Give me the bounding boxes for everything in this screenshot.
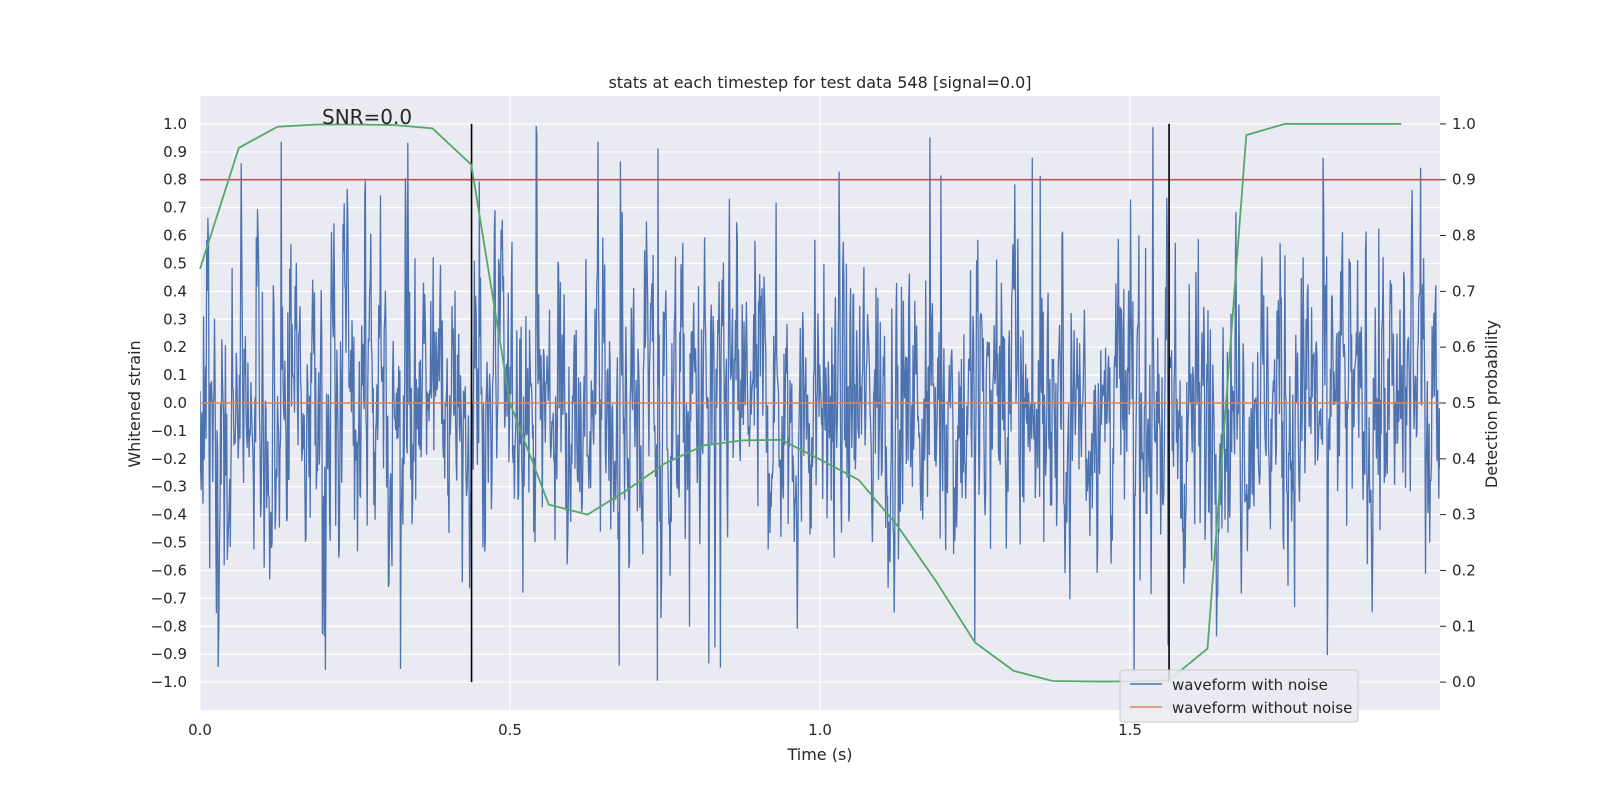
y-left-tick-label: 0.8	[163, 171, 187, 189]
legend-label-waveform-without-noise: waveform without noise	[1172, 699, 1352, 717]
x-axis-label: Time (s)	[786, 745, 852, 764]
y-left-tick-label: −0.2	[151, 450, 187, 468]
series-waveform-with-noise	[200, 125, 1440, 681]
y-left-tick-label: 0.5	[163, 254, 187, 272]
x-tick-label: 0.0	[188, 721, 212, 739]
y-right-tick-label: 0.1	[1452, 617, 1476, 635]
y-left-tick-label: −0.1	[151, 422, 187, 440]
y-left-tick-label: −0.9	[151, 645, 187, 663]
x-tick-label: 1.5	[1118, 721, 1142, 739]
y-right-tick-label: 0.5	[1452, 394, 1476, 412]
y-left-tick-label: −0.5	[151, 534, 187, 552]
y-left-tick-label: −0.8	[151, 617, 187, 635]
y-right-tick-label: 0.4	[1452, 450, 1476, 468]
y-left-tick-label: −0.6	[151, 561, 187, 579]
series-detection-probability	[199, 123, 1402, 683]
y-left-tick-label: 1.0	[163, 115, 187, 133]
y-right-tick-label: 0.6	[1452, 338, 1476, 356]
y-left-tick-label: 0.7	[163, 199, 187, 217]
legend: waveform with noise waveform without noi…	[1119, 669, 1359, 723]
y-left-tick-label: 0.4	[163, 282, 187, 300]
snr-annotation: SNR=0.0	[322, 105, 412, 129]
series-layer	[200, 125, 1440, 681]
legend-frame	[1119, 669, 1359, 723]
y-right-tick-label: 0.2	[1452, 561, 1476, 579]
y-right-tick-label: 0.7	[1452, 282, 1476, 300]
tick-layer: 0.0 0.5 1.0 1.5 1.0 0.9 0.8 0.7 0.6 0.5 0.4 0.3 0.2 0…	[151, 115, 1476, 739]
legend-label-waveform-with-noise: waveform with noise	[1172, 676, 1328, 694]
y-axis-right-label: Detection probability	[1482, 320, 1501, 488]
y-right-tick-label: 1.0	[1452, 115, 1476, 133]
y-right-tick-label: 0.3	[1452, 506, 1476, 524]
y-right-tick-label: 0.8	[1452, 227, 1476, 245]
y-left-tick-label: 0.9	[163, 143, 187, 161]
y-right-tick-label: 0.0	[1452, 673, 1476, 691]
y-left-tick-label: −0.4	[151, 506, 187, 524]
x-tick-label: 0.5	[498, 721, 522, 739]
y-left-tick-label: −1.0	[151, 673, 187, 691]
y-left-tick-label: 0.6	[163, 227, 187, 245]
y-right-tick-label: 0.9	[1452, 171, 1476, 189]
y-left-tick-label: 0.1	[163, 366, 187, 384]
chart-title: stats at each timestep for test data 548…	[608, 73, 1031, 92]
x-tick-label: 1.0	[808, 721, 832, 739]
y-left-tick-label: −0.3	[151, 478, 187, 496]
y-left-tick-label: 0.3	[163, 310, 187, 328]
y-left-tick-label: −0.7	[151, 589, 187, 607]
y-left-tick-label: 0.0	[163, 394, 187, 412]
y-axis-left-label: Whitened strain	[125, 340, 144, 467]
y-left-tick-label: 0.2	[163, 338, 187, 356]
marker-layer	[199, 123, 1440, 683]
